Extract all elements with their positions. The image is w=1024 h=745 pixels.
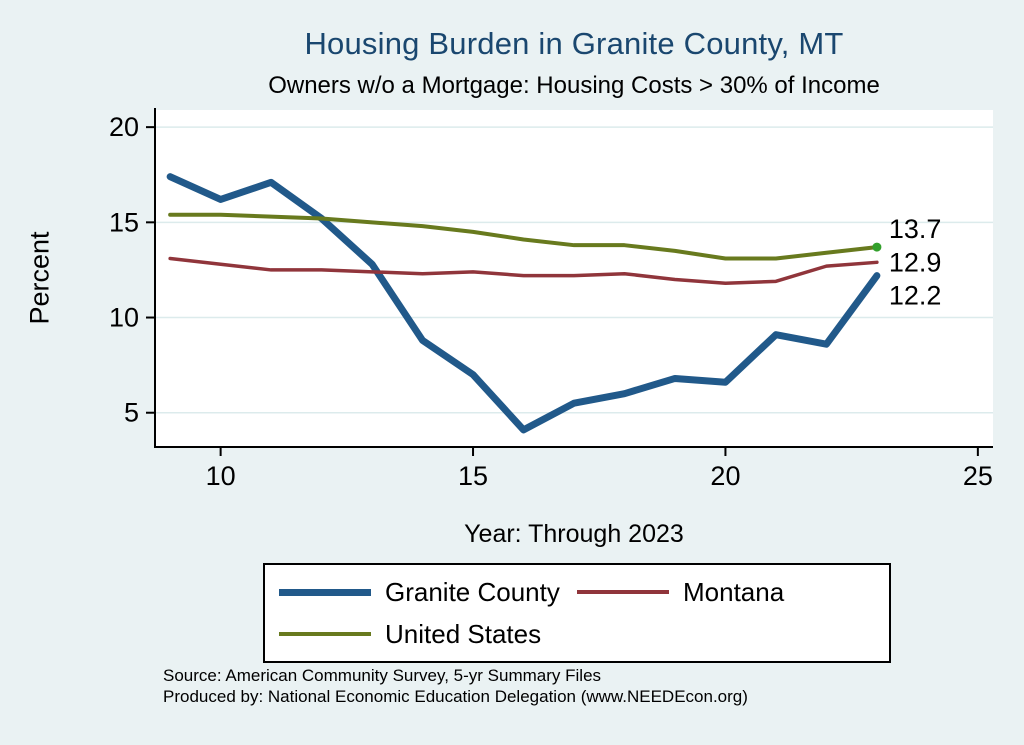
end-marker — [872, 242, 882, 252]
chart-subtitle: Owners w/o a Mortgage: Housing Costs > 3… — [268, 72, 880, 99]
y-tick-label: 15 — [109, 207, 139, 237]
montana-line-sample — [577, 590, 669, 594]
legend-item-united-states: United States — [279, 615, 577, 653]
y-tick-label: 10 — [109, 303, 139, 333]
legend-label-granite-county: Granite County — [385, 576, 560, 607]
end-value-label: 12.2 — [889, 281, 942, 311]
x-tick-label: 15 — [458, 461, 488, 491]
granite-county-line-sample — [279, 588, 371, 596]
x-tick-label: 10 — [206, 461, 236, 491]
legend-item-granite-county: Granite County — [279, 573, 577, 611]
series-line-2 — [168, 212, 879, 261]
x-tick-label: 25 — [963, 461, 993, 491]
source-line: Source: American Community Survey, 5-yr … — [163, 666, 602, 685]
series-line-1 — [168, 256, 879, 286]
y-tick-label: 20 — [109, 112, 139, 142]
plot-background — [155, 110, 993, 447]
chart-title: Housing Burden in Granite County, MT — [304, 26, 844, 61]
series-line-0 — [166, 173, 881, 434]
united-states-line-sample — [279, 632, 371, 636]
x-axis-title: Year: Through 2023 — [464, 520, 684, 548]
end-value-label: 13.7 — [889, 214, 942, 244]
legend-item-montana: Montana — [577, 573, 875, 611]
x-tick-label: 20 — [710, 461, 740, 491]
produced-by-line: Produced by: National Economic Education… — [163, 686, 748, 706]
end-value-label: 12.9 — [889, 247, 942, 277]
y-tick-label: 5 — [124, 398, 139, 428]
legend: Granite County Montana United States — [263, 563, 891, 663]
legend-label-united-states: United States — [385, 618, 542, 649]
legend-label-montana: Montana — [683, 576, 785, 607]
source-note: Source: American Community Survey, 5-yr … — [163, 666, 748, 707]
